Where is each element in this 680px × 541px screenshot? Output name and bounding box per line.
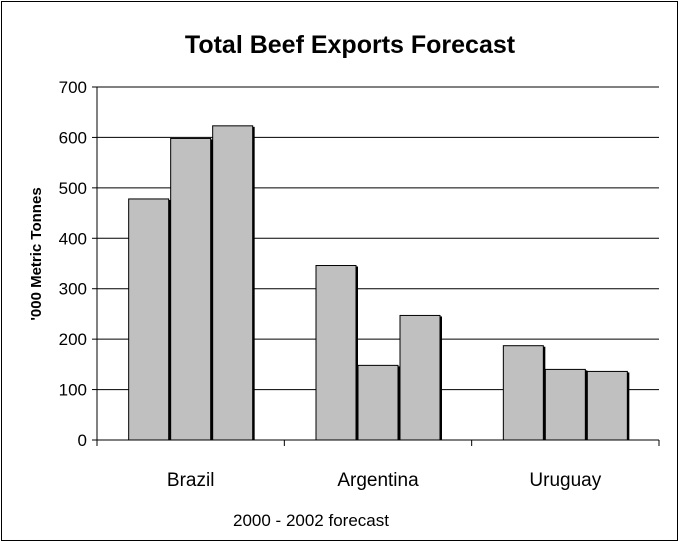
y-tick-label: 600 — [59, 128, 87, 147]
category-label-uruguay: Uruguay — [529, 470, 601, 491]
category-label-brazil: Brazil — [167, 470, 215, 491]
bar-brazil-1 — [128, 198, 170, 441]
bar-argentina-3 — [399, 314, 441, 441]
y-tick-label: 200 — [59, 330, 87, 349]
y-tick-label: 500 — [59, 179, 87, 198]
bar-brazil-3 — [212, 125, 254, 441]
bar-argentina-1 — [315, 265, 357, 441]
y-tick-label: 100 — [59, 381, 87, 400]
y-tick-label: 400 — [59, 229, 87, 248]
bar-uruguay-3 — [586, 370, 628, 441]
y-tick-label: 300 — [59, 280, 87, 299]
y-axis-label: '000 Metric Tonnes — [28, 187, 45, 320]
chart-title: Total Beef Exports Forecast — [185, 31, 516, 59]
x-category-labels: Brazil Argentina Uruguay — [96, 440, 660, 491]
y-tick-label: 700 — [59, 78, 87, 97]
category-label-argentina: Argentina — [337, 470, 419, 491]
bars — [128, 125, 630, 441]
y-tick-label: 0 — [78, 431, 87, 450]
bar-uruguay-1 — [502, 345, 544, 441]
bar-brazil-2 — [170, 137, 212, 441]
x-axis-label: 2000 - 2002 forecast — [233, 511, 389, 530]
y-tick-labels: 0 100 200 300 400 500 600 700 — [59, 78, 97, 450]
axes — [96, 87, 659, 441]
bar-uruguay-2 — [544, 368, 586, 441]
bar-argentina-2 — [357, 364, 399, 441]
